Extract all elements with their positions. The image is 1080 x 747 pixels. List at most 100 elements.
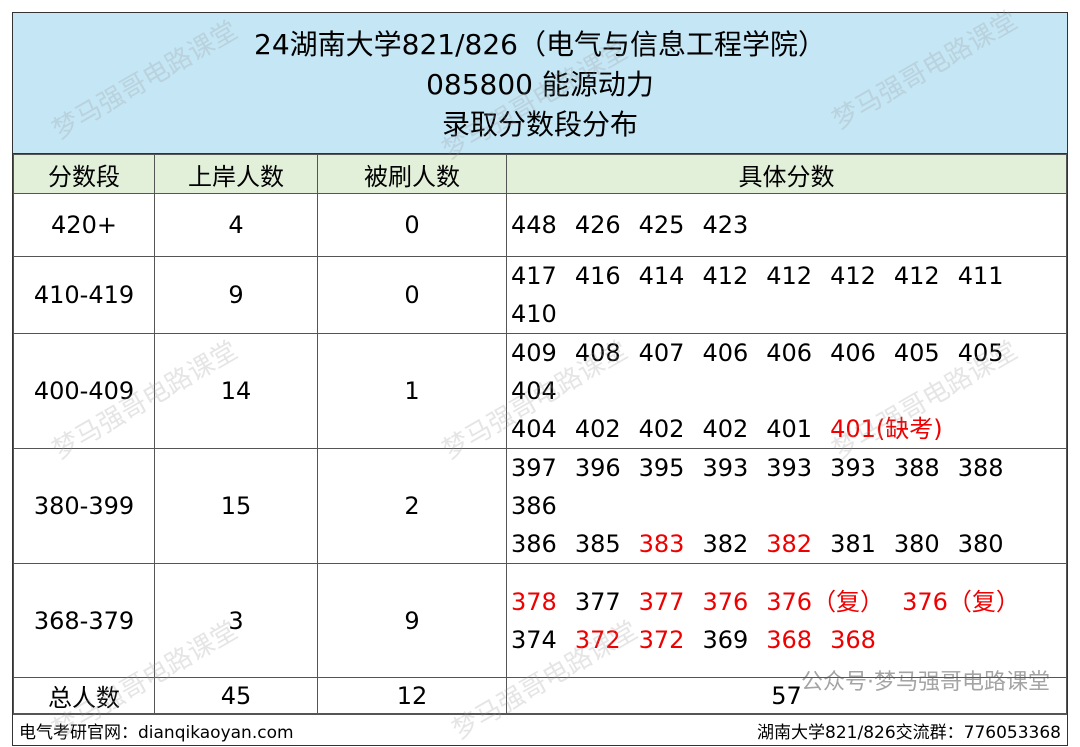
score: 412 — [702, 257, 748, 295]
rejected: 9 — [317, 563, 507, 678]
score-value: 414 — [638, 262, 685, 290]
row: 380-399 15 2 397 396 395 393 393 393 388 388386 386… — [13, 448, 1067, 564]
score: 425 — [639, 206, 685, 244]
score: 376（复） — [902, 583, 1020, 621]
score-value: 372 — [574, 625, 621, 654]
score: 406 — [702, 334, 748, 372]
score: 376（复） — [766, 583, 884, 621]
score: 368 — [830, 621, 876, 659]
score: 408 — [575, 334, 621, 372]
score-value: 386 — [511, 492, 557, 520]
score: 404 — [511, 372, 557, 410]
range: 400-409 — [13, 333, 155, 449]
scores: 448 426 425 423 — [506, 193, 1067, 257]
score-value: 409 — [511, 339, 557, 367]
score-value: 374 — [511, 625, 557, 654]
score-note: (缺考) — [875, 415, 943, 443]
score-value: 401 — [830, 415, 876, 443]
total-label: 总人数 — [13, 677, 155, 714]
score: 417 — [511, 257, 557, 295]
score: 386 — [511, 525, 557, 563]
score-value: 382 — [766, 530, 813, 558]
score-value: 412 — [766, 262, 813, 290]
score: 406 — [766, 334, 812, 372]
score: 386 — [511, 487, 557, 525]
score-value: 412 — [893, 262, 940, 290]
score-value: 376 — [702, 587, 749, 616]
score-value: 425 — [638, 211, 685, 239]
score-value: 426 — [574, 211, 621, 239]
range: 420+ — [13, 193, 155, 257]
score: 404 — [511, 410, 557, 448]
score: 388 — [894, 449, 940, 487]
score-value: 397 — [511, 454, 557, 482]
title: 24湖南大学821/826（电气与信息工程学院） — [254, 28, 826, 61]
score: 378 — [511, 583, 557, 621]
scores: 409 408 407 406 406 406 405 405 404 404 402 402 402 4… — [506, 333, 1067, 449]
score-line: 386 385 383 382 382 381 380 380 — [511, 525, 1066, 563]
score-value: 412 — [830, 262, 876, 290]
score: 401 — [766, 410, 812, 448]
score-value: 406 — [702, 339, 749, 367]
score-line: 417 416 414 412 412 412 412 411 410 — [511, 257, 1066, 333]
total-rejected: 12 — [317, 677, 507, 714]
score-value: 368 — [766, 625, 813, 654]
score-value: 417 — [511, 262, 557, 290]
footer: 电气考研官网：dianqikaoyan.com 湖南大学821/826交流群：77… — [13, 714, 1067, 745]
score-line: 448 426 425 423 — [511, 206, 1066, 244]
score: 405 — [894, 334, 940, 372]
score: 412 — [766, 257, 812, 295]
header-row: 分数段 上岸人数 被刷人数 具体分数 — [13, 154, 1067, 194]
score-value: 378 — [511, 587, 557, 616]
rejected: 0 — [317, 193, 507, 257]
score-value: 376 — [902, 587, 948, 616]
score-value: 407 — [638, 339, 685, 367]
score: 381 — [830, 525, 876, 563]
footer-right: 湖南大学821/826交流群：776053368 — [757, 722, 1061, 743]
score-table: 分数段 上岸人数 被刷人数 具体分数 420+ 4 0 448 426 425 423 410-419… — [13, 154, 1067, 714]
score: 385 — [575, 525, 621, 563]
score-line: 378 377 377 376 376（复） 376（复） — [511, 583, 1066, 621]
score: 416 — [575, 257, 621, 295]
score-value: 377 — [574, 587, 621, 616]
rejected: 1 — [317, 333, 507, 449]
score-line: 404 402 402 402 401 401(缺考) — [511, 410, 1066, 448]
score: 393 — [830, 449, 876, 487]
overlay: 公众号·梦马强哥电路课堂 — [801, 670, 1050, 695]
total-all: 57 — [506, 677, 1067, 714]
total-row: 总人数 45 12 57 — [13, 677, 1067, 714]
admitted: 3 — [154, 563, 318, 678]
score-value: 381 — [830, 530, 876, 558]
score-value: 402 — [574, 415, 621, 443]
score-value: 393 — [830, 454, 876, 482]
score: 409 — [511, 334, 557, 372]
score: 382 — [766, 525, 812, 563]
score: 412 — [894, 257, 940, 295]
score-value: 368 — [830, 625, 876, 654]
score-value: 395 — [638, 454, 685, 482]
score: 411 — [958, 257, 1004, 295]
score: 382 — [702, 525, 748, 563]
range: 380-399 — [13, 448, 155, 564]
score: 402 — [639, 410, 685, 448]
scores: 378 377 377 376 376（复） 376（复） 374 372 372 369 368 3… — [506, 563, 1067, 678]
score-value: 416 — [574, 262, 621, 290]
row: 410-419 9 0 417 416 414 412 412 412 412 411 410 — [13, 256, 1067, 334]
score: 412 — [830, 257, 876, 295]
score-value: 405 — [893, 339, 940, 367]
score: 388 — [958, 449, 1004, 487]
score: 406 — [830, 334, 876, 372]
admitted: 14 — [154, 333, 318, 449]
score: 402 — [575, 410, 621, 448]
score-value: 382 — [702, 530, 749, 558]
score: 380 — [958, 525, 1004, 563]
score-value: 386 — [511, 530, 557, 558]
scores: 417 416 414 412 412 412 412 411 410 — [506, 256, 1067, 334]
scores: 397 396 395 393 393 393 388 388386 386 385 383 382 3… — [506, 448, 1067, 564]
score: 374 — [511, 621, 557, 659]
column-header: 具体分数 — [506, 154, 1067, 194]
range: 410-419 — [13, 256, 155, 334]
score: 397 — [511, 449, 557, 487]
score: 396 — [575, 449, 621, 487]
score: 372 — [575, 621, 621, 659]
